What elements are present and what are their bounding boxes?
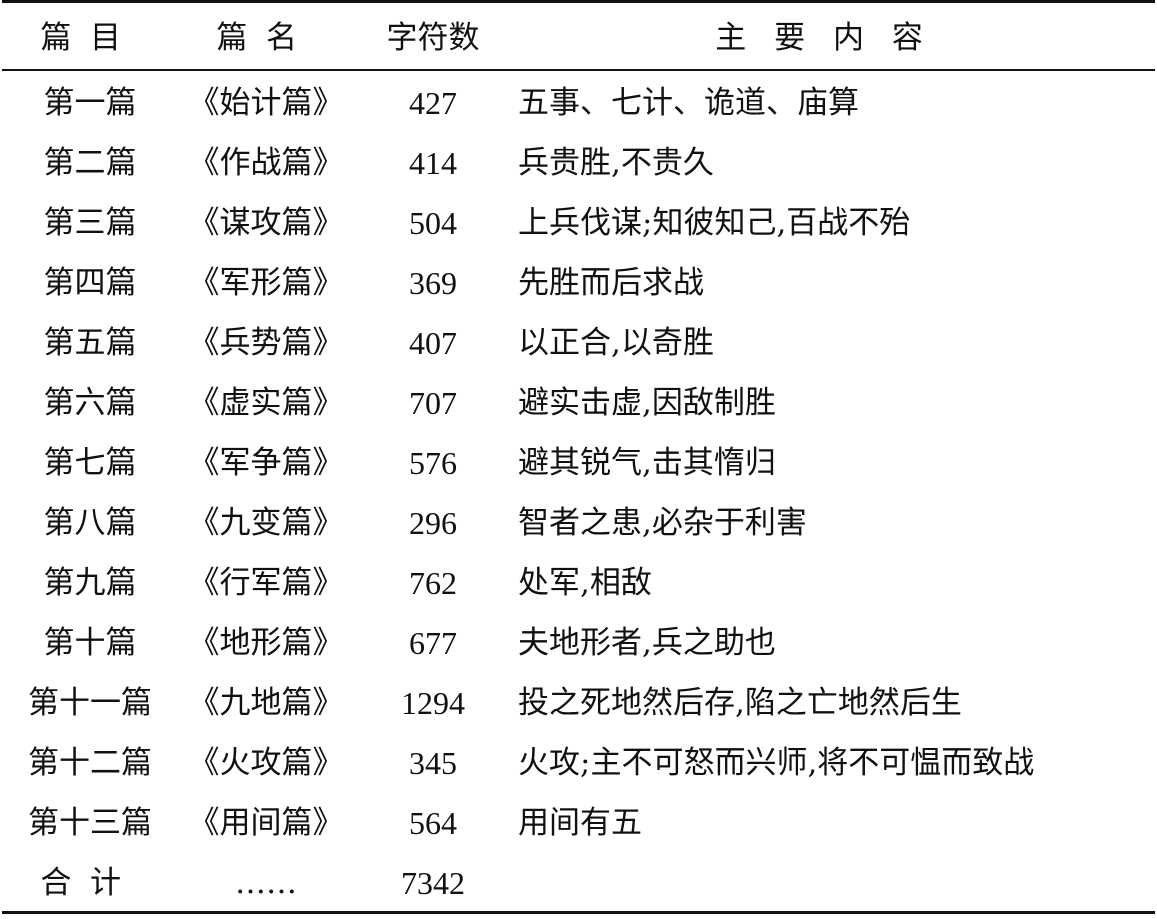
- content-cell: 以正合,以奇胜: [518, 325, 714, 361]
- title-cell: 《军形篇》: [188, 265, 344, 301]
- chars-cell: 427: [409, 85, 457, 121]
- content-cell: 夫地形者,兵之助也: [518, 625, 776, 661]
- header-title: 篇名: [216, 20, 316, 56]
- table-row: 第十三篇 《用间篇》 564 用间有五: [0, 793, 1157, 853]
- chapter-cell: 合计: [40, 865, 140, 901]
- header-chapter: 篇目: [40, 20, 140, 56]
- content-cell: 避其锐气,击其惰归: [518, 445, 776, 481]
- chars-cell: 677: [409, 625, 457, 661]
- content-cell: 火攻;主不可怒而兴师,将不可愠而致战: [518, 745, 1035, 781]
- title-cell: ……: [235, 865, 297, 901]
- title-cell: 《始计篇》: [188, 85, 344, 121]
- content-cell: 处军,相敌: [518, 565, 652, 601]
- chars-cell: 369: [409, 265, 457, 301]
- chars-cell: 407: [409, 325, 457, 361]
- chapter-cell: 第七篇: [43, 445, 137, 481]
- content-cell: 五事、七计、诡道、庙算: [518, 85, 859, 121]
- chapter-cell: 第八篇: [43, 505, 137, 541]
- content-cell: 用间有五: [518, 805, 642, 841]
- title-cell: 《作战篇》: [188, 145, 344, 181]
- content-cell: 先胜而后求战: [518, 265, 704, 301]
- chapter-cell: 第九篇: [43, 565, 137, 601]
- top-rule: [2, 0, 1155, 3]
- chapter-cell: 第四篇: [43, 265, 137, 301]
- title-cell: 《行军篇》: [188, 565, 344, 601]
- title-cell: 《地形篇》: [188, 625, 344, 661]
- title-cell: 《用间篇》: [188, 805, 344, 841]
- chapter-cell: 第六篇: [43, 385, 137, 421]
- chars-cell: 564: [409, 805, 457, 841]
- table-row: 第五篇 《兵势篇》 407 以正合,以奇胜: [0, 313, 1157, 373]
- content-cell: 避实击虚,因敌制胜: [518, 385, 776, 421]
- header-rule: [2, 69, 1155, 71]
- title-cell: 《九地篇》: [188, 685, 344, 721]
- chars-cell: 504: [409, 205, 457, 241]
- content-cell: 上兵伐谋;知彼知己,百战不殆: [518, 205, 911, 241]
- chapter-cell: 第五篇: [43, 325, 137, 361]
- table-row: 第二篇 《作战篇》 414 兵贵胜,不贵久: [0, 133, 1157, 193]
- chapter-cell: 第三篇: [43, 205, 137, 241]
- header-content: 主要内容: [715, 20, 951, 56]
- chars-cell: 345: [409, 745, 457, 781]
- title-cell: 《谋攻篇》: [188, 205, 344, 241]
- table-row: 第七篇 《军争篇》 576 避其锐气,击其惰归: [0, 433, 1157, 493]
- table-row: 第四篇 《军形篇》 369 先胜而后求战: [0, 253, 1157, 313]
- chars-cell: 296: [409, 505, 457, 541]
- chars-cell: 576: [409, 445, 457, 481]
- chars-cell: 762: [409, 565, 457, 601]
- chapter-cell: 第二篇: [43, 145, 137, 181]
- chapter-cell: 第十篇: [43, 625, 137, 661]
- title-cell: 《虚实篇》: [188, 385, 344, 421]
- table-row: 第三篇 《谋攻篇》 504 上兵伐谋;知彼知己,百战不殆: [0, 193, 1157, 253]
- title-cell: 《火攻篇》: [188, 745, 344, 781]
- title-cell: 《九变篇》: [188, 505, 344, 541]
- bottom-rule: [2, 911, 1155, 914]
- table-row: 第九篇 《行军篇》 762 处军,相敌: [0, 553, 1157, 613]
- title-cell: 《军争篇》: [188, 445, 344, 481]
- chapter-cell: 第一篇: [43, 85, 137, 121]
- total-row: 合计 …… 7342: [0, 853, 1157, 913]
- table-row: 第八篇 《九变篇》 296 智者之患,必杂于利害: [0, 493, 1157, 553]
- chapter-cell: 第十三篇: [28, 805, 152, 841]
- table-row: 第六篇 《虚实篇》 707 避实击虚,因敌制胜: [0, 373, 1157, 433]
- content-cell: 智者之患,必杂于利害: [518, 505, 807, 541]
- header-chars: 字符数: [386, 20, 480, 56]
- table-row: 第十一篇 《九地篇》 1294 投之死地然后存,陷之亡地然后生: [0, 673, 1157, 733]
- chars-cell: 414: [409, 145, 457, 181]
- chapter-cell: 第十二篇: [28, 745, 152, 781]
- table-row: 第十二篇 《火攻篇》 345 火攻;主不可怒而兴师,将不可愠而致战: [0, 733, 1157, 793]
- content-cell: 投之死地然后存,陷之亡地然后生: [518, 685, 962, 721]
- title-cell: 《兵势篇》: [188, 325, 344, 361]
- chars-cell: 1294: [401, 685, 465, 721]
- table-row: 第一篇 《始计篇》 427 五事、七计、诡道、庙算: [0, 73, 1157, 133]
- chars-cell: 707: [409, 385, 457, 421]
- chars-cell: 7342: [401, 865, 465, 901]
- chapter-cell: 第十一篇: [28, 685, 152, 721]
- table-row: 第十篇 《地形篇》 677 夫地形者,兵之助也: [0, 613, 1157, 673]
- content-cell: 兵贵胜,不贵久: [518, 145, 714, 181]
- table-header: 篇目 篇名 字符数 主要内容: [0, 8, 1157, 68]
